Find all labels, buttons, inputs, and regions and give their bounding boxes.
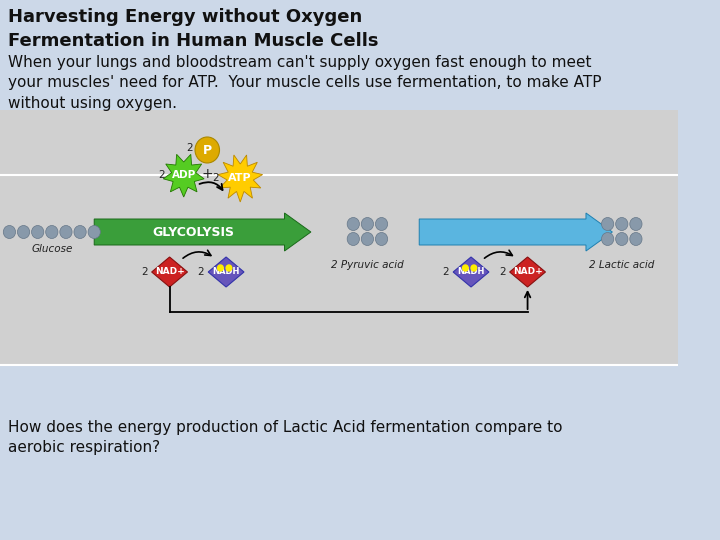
Text: NAD+: NAD+ — [513, 267, 542, 276]
Polygon shape — [208, 257, 244, 287]
Circle shape — [462, 265, 468, 271]
Polygon shape — [152, 257, 187, 287]
Text: NAD+: NAD+ — [155, 267, 184, 276]
Circle shape — [32, 226, 44, 239]
Bar — [0, 0, 678, 175]
Circle shape — [375, 218, 387, 231]
Text: 2: 2 — [499, 267, 505, 277]
Text: Fermentation in Human Muscle Cells: Fermentation in Human Muscle Cells — [7, 32, 378, 50]
Bar — [0, 110, 678, 365]
Polygon shape — [163, 154, 204, 197]
Text: NADH: NADH — [212, 267, 240, 276]
Text: Glucose: Glucose — [31, 245, 73, 254]
Circle shape — [347, 218, 359, 231]
Text: ATP: ATP — [228, 173, 252, 183]
Circle shape — [217, 265, 223, 271]
Circle shape — [60, 226, 72, 239]
Circle shape — [361, 233, 374, 246]
FancyArrow shape — [94, 213, 311, 251]
Text: P: P — [203, 144, 212, 157]
Text: 2: 2 — [197, 267, 204, 277]
Text: 2: 2 — [212, 173, 219, 183]
Circle shape — [601, 233, 613, 246]
Text: How does the energy production of Lactic Acid fermentation compare to
aerobic re: How does the energy production of Lactic… — [7, 420, 562, 455]
Text: GLYCOLYSIS: GLYCOLYSIS — [152, 226, 234, 239]
Text: ADP: ADP — [171, 170, 196, 180]
Circle shape — [195, 137, 220, 163]
Text: 2: 2 — [158, 170, 164, 180]
Circle shape — [17, 226, 30, 239]
Circle shape — [471, 265, 477, 271]
Circle shape — [74, 226, 86, 239]
Text: Harvesting Energy without Oxygen: Harvesting Energy without Oxygen — [7, 8, 361, 26]
Bar — [0, 365, 678, 540]
Circle shape — [347, 233, 359, 246]
Circle shape — [630, 218, 642, 231]
Circle shape — [601, 218, 613, 231]
Circle shape — [375, 233, 387, 246]
Circle shape — [226, 265, 232, 271]
Text: When your lungs and bloodstream can't supply oxygen fast enough to meet
your mus: When your lungs and bloodstream can't su… — [7, 55, 601, 111]
Text: 2: 2 — [186, 143, 193, 153]
Circle shape — [361, 218, 374, 231]
Polygon shape — [510, 257, 546, 287]
Circle shape — [616, 233, 628, 246]
Text: 2: 2 — [442, 267, 449, 277]
Circle shape — [88, 226, 100, 239]
Polygon shape — [218, 155, 263, 202]
Circle shape — [45, 226, 58, 239]
Text: +: + — [202, 167, 213, 181]
Text: NADH: NADH — [457, 267, 485, 276]
Text: 2 Pyruvic acid: 2 Pyruvic acid — [331, 260, 404, 271]
Circle shape — [630, 233, 642, 246]
Polygon shape — [453, 257, 489, 287]
Text: 2: 2 — [141, 267, 148, 277]
Circle shape — [4, 226, 16, 239]
Text: 2 Lactic acid: 2 Lactic acid — [589, 260, 654, 271]
Circle shape — [616, 218, 628, 231]
FancyArrow shape — [419, 213, 612, 251]
